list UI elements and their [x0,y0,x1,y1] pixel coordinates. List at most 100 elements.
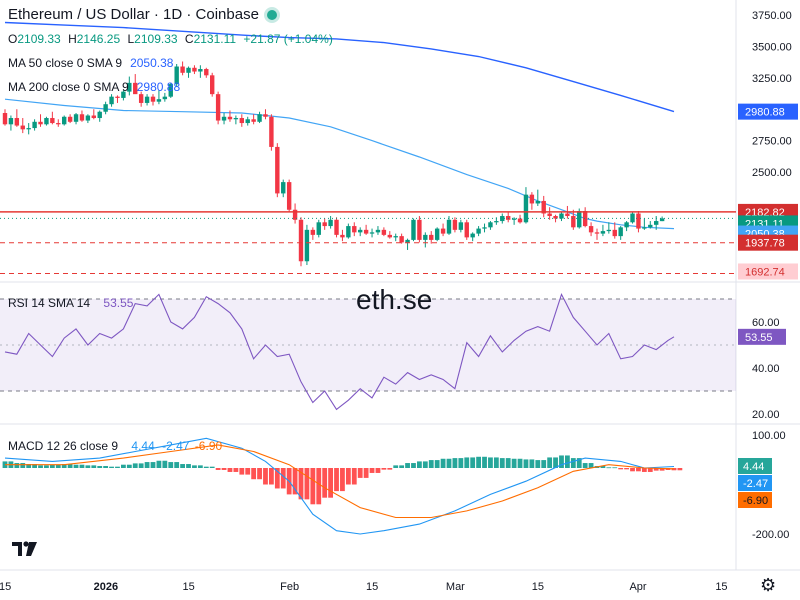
macd-histogram-bar [168,462,174,468]
candle-body [529,194,535,204]
macd-histogram-bar [298,468,304,500]
candle-body [517,218,523,223]
candle-body [659,218,665,222]
macd-legend[interactable]: MACD 12 26 close 9 4.44 -2.47 -6.90 [8,439,222,453]
macd-histogram-bar [162,460,168,468]
macd-histogram-bar [55,464,61,468]
time-tick-label: 15 [183,581,195,593]
ohlc-legend: O2109.33 H2146.25 L2109.33 C2131.11 +21.… [8,32,333,46]
candle-body [73,114,79,122]
candle-body [204,69,209,76]
macd-histogram-bar [559,455,564,468]
macd-histogram-bar [239,468,245,475]
macd-histogram-bar [535,460,541,468]
candle-body [417,219,422,240]
rsi-legend[interactable]: RSI 14 SMA 14 53.55 [8,296,133,310]
ma200-value: 2980.88 [136,80,181,94]
candle-body [434,228,440,240]
candle-body [387,234,392,238]
macd-line [4,437,675,535]
macd-histogram-bar [630,468,635,472]
macd-histogram-bar [411,463,416,468]
macd-histogram-bar [97,466,103,468]
market-open-icon [266,10,277,21]
candle-body [423,234,428,240]
macd-histogram-bar [440,458,446,468]
candle-body [269,116,274,147]
candle-body [352,226,357,233]
time-tick-label: 15 [715,581,727,593]
macd-histogram-bar [363,468,369,478]
candle-body [67,116,73,122]
macd-histogram-bar [126,464,132,468]
candle-body [541,200,546,214]
ma50-legend[interactable]: MA 50 close 0 SMA 9 2050.38 [8,56,173,70]
candle-body [233,118,239,120]
candle-body [393,236,398,238]
macd-histogram-bar [570,458,576,468]
macd-histogram-bar [387,468,393,470]
macd-histogram-bar [511,458,517,468]
macd-histogram-bar [351,468,357,485]
time-tick-label: 15 [532,581,544,593]
ma200-legend[interactable]: MA 200 close 0 SMA 9 2980.88 [8,80,180,94]
tradingview-logo-icon[interactable] [10,538,40,560]
macd-histogram-bar [340,468,345,492]
candle-body [535,200,540,204]
macd-value-tag-bg [738,475,772,491]
candle-body [464,222,469,238]
candle-body [162,96,168,100]
macd-histogram-bar [476,456,481,468]
rsi-line [4,292,675,411]
ma50-line [4,98,675,230]
candle-body [257,114,262,122]
candle-body [334,219,339,235]
candle-body [523,194,529,223]
level-tag: 1692.74 [745,266,785,278]
candle-body [304,229,310,262]
macd-histogram-bar [227,468,233,472]
candle-body [565,213,570,217]
candle-body [322,222,327,227]
candle-body [636,213,641,229]
macd-histogram-bar [529,459,535,468]
candle-body [458,222,464,230]
gear-icon[interactable]: ⚙ [760,575,777,595]
candle-body [494,221,499,223]
candle-body [56,123,61,125]
macd-tick-label: 100.00 [752,430,786,442]
candle-body [577,211,582,228]
candle-body [340,234,345,238]
macd-histogram-bar [73,464,79,468]
macd-label: MACD 12 26 close 9 [8,439,119,453]
macd-histogram-bar [328,468,333,498]
candle-body [559,213,564,219]
symbol-title-text: Ethereum / US Dollar · 1D · Coinbase [8,6,259,23]
close-value: 2131.11 [193,32,237,46]
candle-body [316,222,321,235]
time-tick-label: Apr [629,581,646,593]
candle-body [405,239,410,243]
candle-body [275,146,280,194]
macd-histogram-bar [422,461,428,468]
level-tag: 1937.78 [745,238,785,250]
candle-body [251,119,256,122]
candle-body [91,115,96,119]
symbol-title[interactable]: Ethereum / US Dollar · 1D · Coinbase [8,6,277,23]
macd-tick-label: -200.00 [752,529,789,541]
macd-histogram-bar [588,463,594,468]
candle-body [79,114,85,121]
macd-histogram-bar [322,468,328,498]
macd-histogram-bar [233,468,239,472]
candle-body [156,99,162,102]
candle-body [476,228,481,234]
candle-body [446,219,452,234]
macd-histogram-bar [192,465,197,468]
macd-histogram-bar [67,464,73,468]
macd-histogram-bar [488,457,493,468]
macd-histogram-bar [49,464,55,468]
macd-histogram-bar [132,463,138,468]
macd-histogram-bar [79,464,85,468]
candle-body [286,182,292,210]
